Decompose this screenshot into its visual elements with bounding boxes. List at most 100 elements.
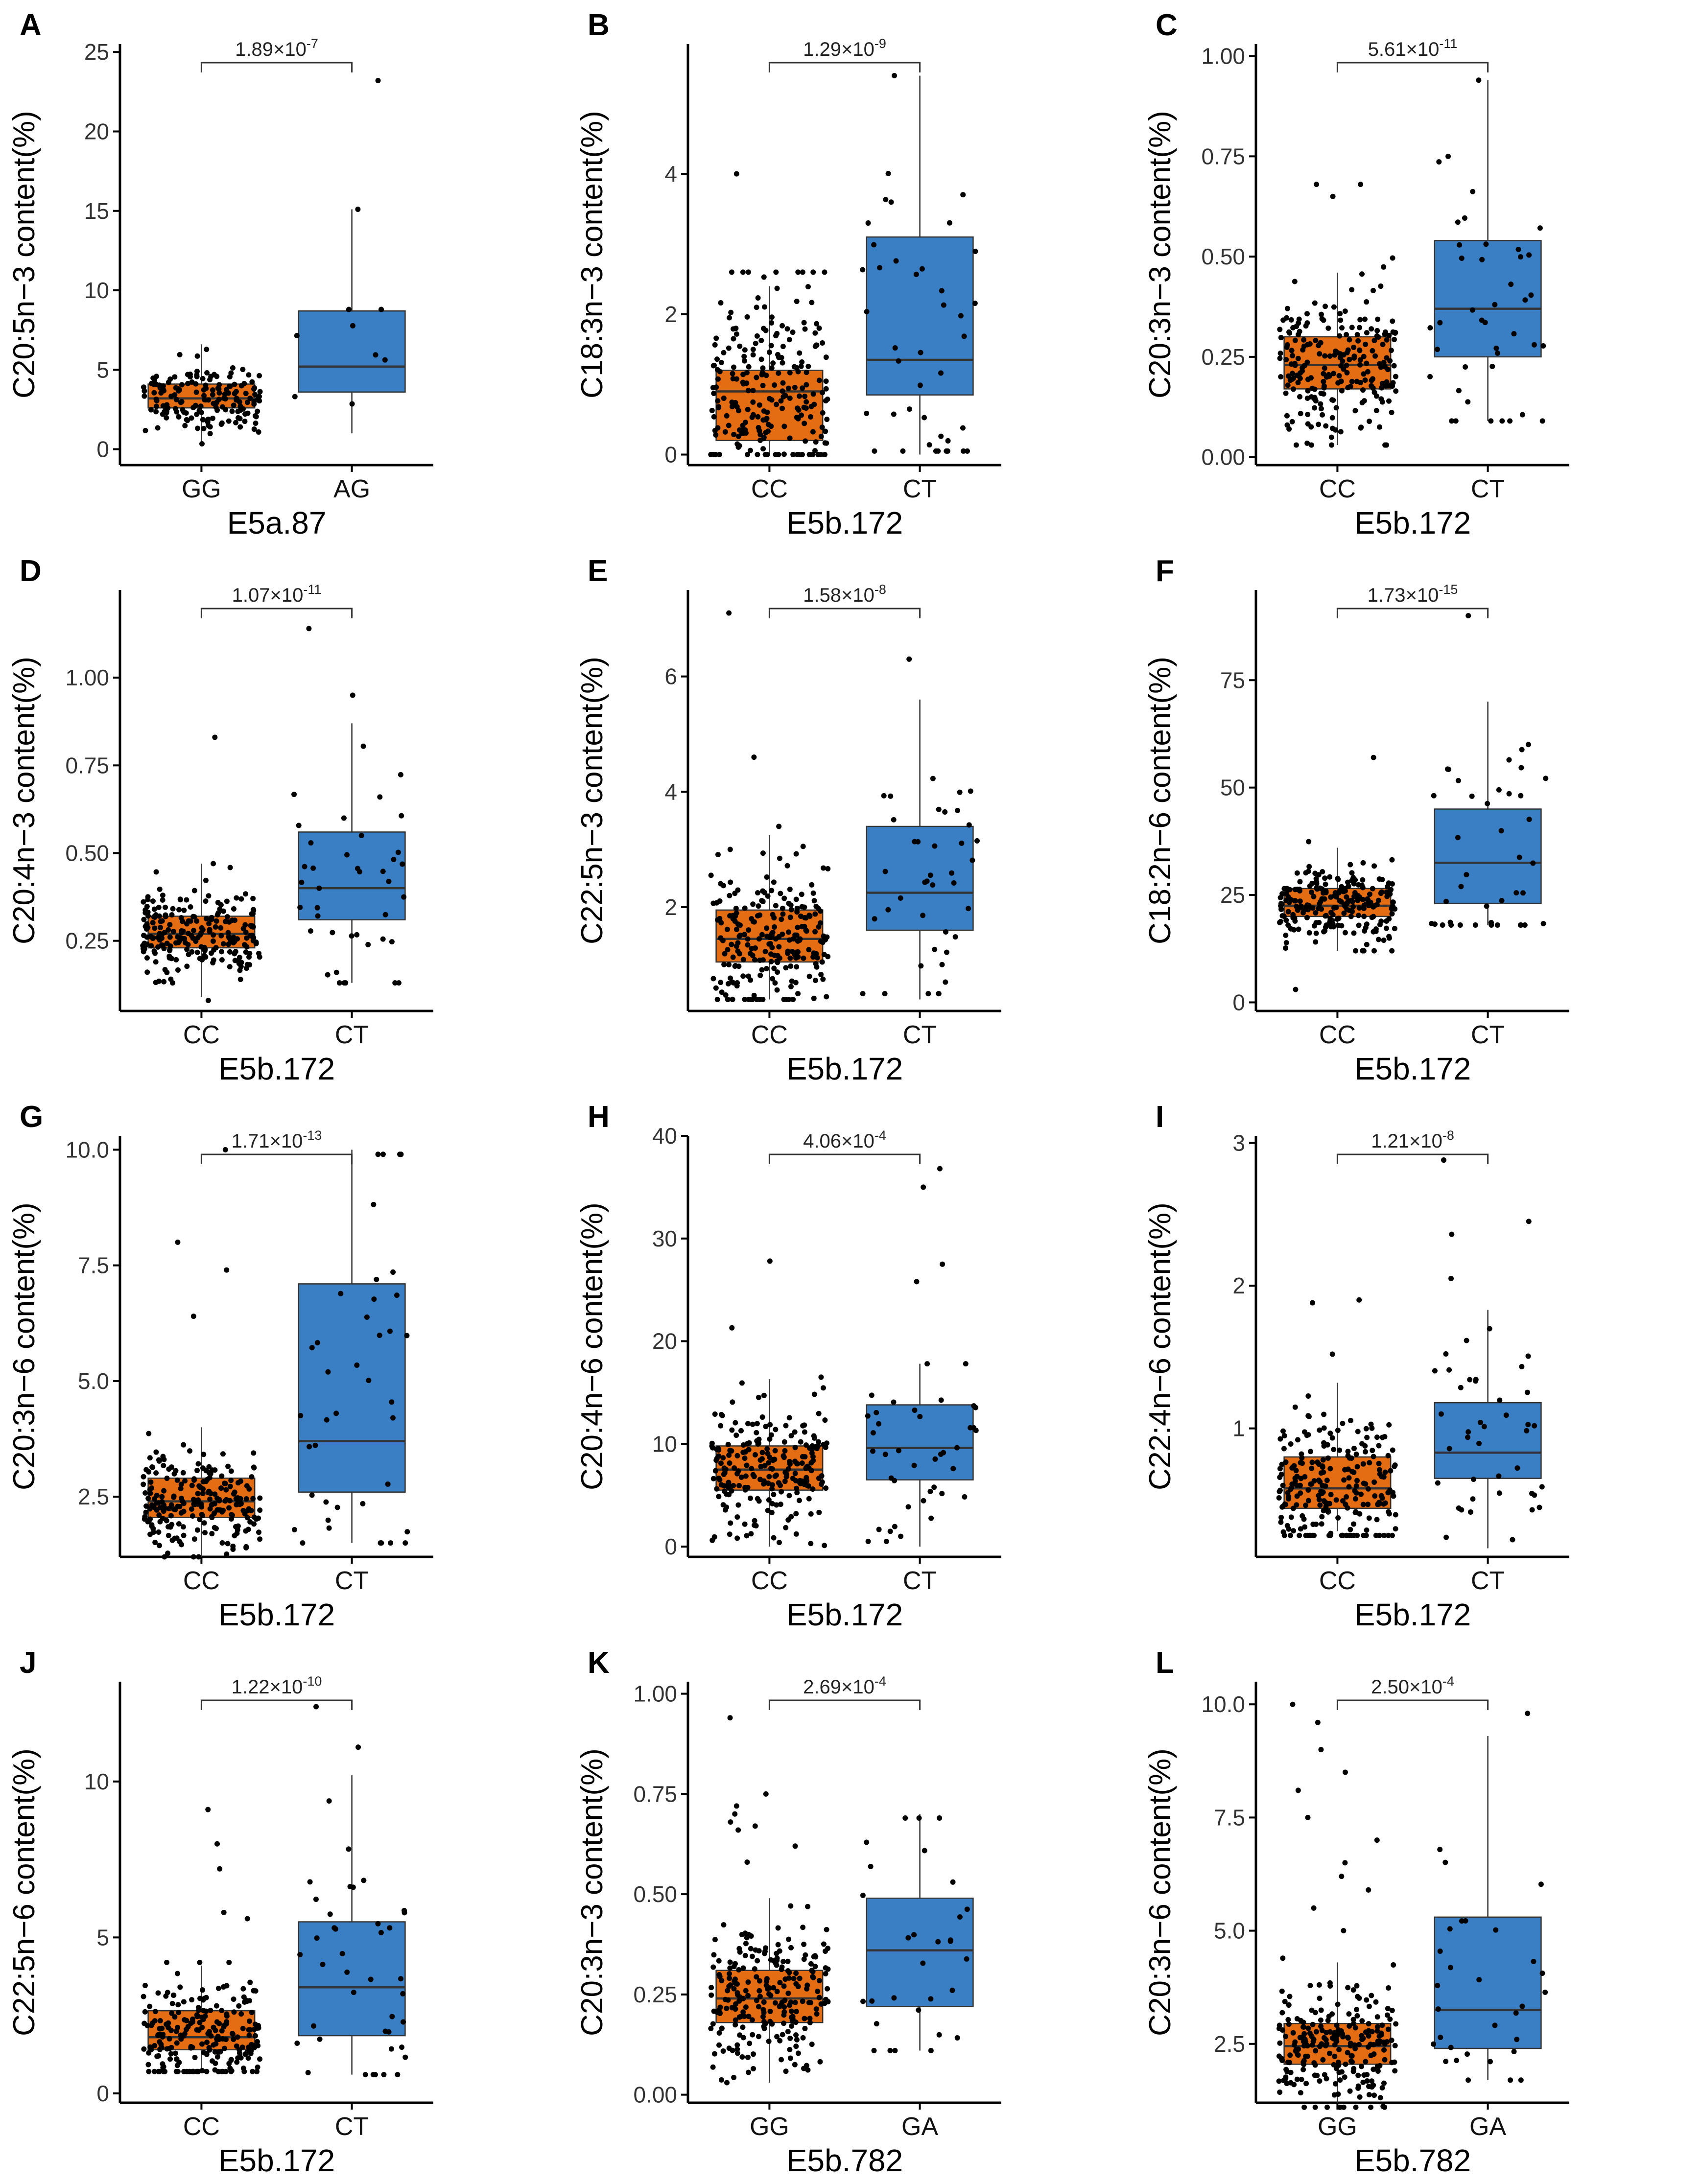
data-point	[1289, 419, 1295, 424]
data-point	[307, 1879, 313, 1885]
data-point	[1464, 1338, 1469, 1343]
x-category-label: CT	[1471, 475, 1505, 503]
data-point	[755, 890, 760, 896]
data-point	[232, 958, 238, 963]
data-point	[224, 1983, 230, 1989]
data-point	[739, 1932, 745, 1938]
data-point	[223, 1497, 229, 1503]
data-point	[155, 1990, 161, 1996]
x-axis-label: E5b.782	[1354, 2143, 1471, 2178]
data-point	[787, 435, 793, 441]
data-point	[1323, 913, 1328, 919]
data-point	[234, 2043, 239, 2049]
data-point	[1329, 442, 1335, 448]
data-point	[774, 401, 780, 407]
data-point	[788, 1433, 794, 1439]
data-point	[736, 1482, 742, 1488]
data-point	[746, 2014, 752, 2020]
data-point	[297, 904, 303, 910]
data-point	[823, 378, 829, 384]
data-point	[776, 1480, 782, 1486]
data-point	[1524, 1389, 1530, 1395]
data-point	[1379, 380, 1385, 386]
data-point	[1361, 371, 1367, 377]
data-point	[1285, 894, 1291, 900]
data-point	[900, 448, 906, 454]
x-category-label: GA	[901, 2113, 938, 2141]
data-point	[954, 2035, 960, 2041]
data-point	[148, 2047, 154, 2053]
data-point	[1295, 2046, 1301, 2052]
y-axis-label: C20:3n−3 content(%)	[1143, 111, 1177, 399]
data-point	[1294, 1474, 1300, 1479]
data-point	[1328, 910, 1334, 916]
data-point	[1317, 1502, 1323, 1508]
data-point	[787, 915, 793, 920]
data-point	[777, 1948, 782, 1954]
data-point	[887, 2048, 893, 2054]
data-point	[802, 326, 808, 332]
data-point	[1351, 1469, 1357, 1475]
data-point	[1367, 891, 1372, 897]
data-point	[151, 390, 157, 396]
significance-bracket	[768, 608, 921, 618]
significance-bracket	[1336, 1699, 1489, 1710]
y-tick-label: 10.0	[1201, 1691, 1245, 1717]
data-point	[728, 879, 733, 885]
data-point	[769, 1510, 775, 1516]
data-point	[251, 1464, 257, 1470]
data-point	[1384, 893, 1390, 899]
panel-letter: I	[1156, 1100, 1164, 1134]
data-point	[200, 1479, 206, 1485]
data-point	[1301, 1516, 1307, 1522]
x-category-label: CC	[751, 1021, 788, 1049]
data-point	[184, 921, 190, 927]
data-point	[1379, 877, 1385, 883]
p-value-exponent: -8	[1442, 1128, 1454, 1143]
data-point	[792, 2062, 798, 2067]
data-point	[788, 2008, 794, 2014]
data-point	[812, 911, 818, 917]
data-point	[1438, 1411, 1444, 1417]
data-point	[177, 1539, 183, 1545]
data-point	[256, 1529, 262, 1535]
data-point	[1309, 890, 1315, 895]
data-point	[255, 408, 260, 414]
data-point	[795, 991, 801, 997]
data-point	[1280, 1482, 1286, 1488]
data-point	[170, 929, 176, 935]
data-point	[226, 2061, 232, 2067]
data-point	[1357, 2094, 1363, 2100]
data-point	[247, 396, 253, 401]
data-point	[872, 916, 877, 922]
data-point	[1336, 2047, 1342, 2053]
data-point	[1284, 2081, 1290, 2087]
data-point	[1344, 1494, 1349, 1500]
data-point	[710, 363, 716, 369]
data-point	[1356, 2042, 1362, 2047]
x-category-label: CC	[183, 1021, 220, 1049]
data-point	[780, 2032, 785, 2038]
data-point	[885, 170, 891, 176]
data-point	[773, 452, 779, 457]
data-point	[808, 1541, 814, 1547]
data-point	[151, 906, 157, 912]
data-point	[164, 1518, 169, 1524]
data-point	[1286, 1526, 1292, 1532]
y-tick-label: 0	[664, 1534, 677, 1559]
data-point	[314, 1340, 320, 1346]
data-point	[782, 393, 788, 399]
data-point	[724, 413, 730, 419]
data-point	[1338, 2028, 1344, 2034]
data-point	[972, 301, 978, 306]
data-point	[724, 2080, 730, 2086]
data-point	[768, 1432, 774, 1438]
data-point	[215, 910, 221, 916]
y-tick-label: 5.0	[78, 1368, 109, 1394]
data-point	[213, 924, 218, 930]
data-point	[717, 898, 723, 904]
data-point	[1351, 355, 1357, 361]
data-point	[728, 1520, 733, 1526]
data-point	[1363, 1481, 1369, 1487]
data-point	[718, 1423, 724, 1429]
